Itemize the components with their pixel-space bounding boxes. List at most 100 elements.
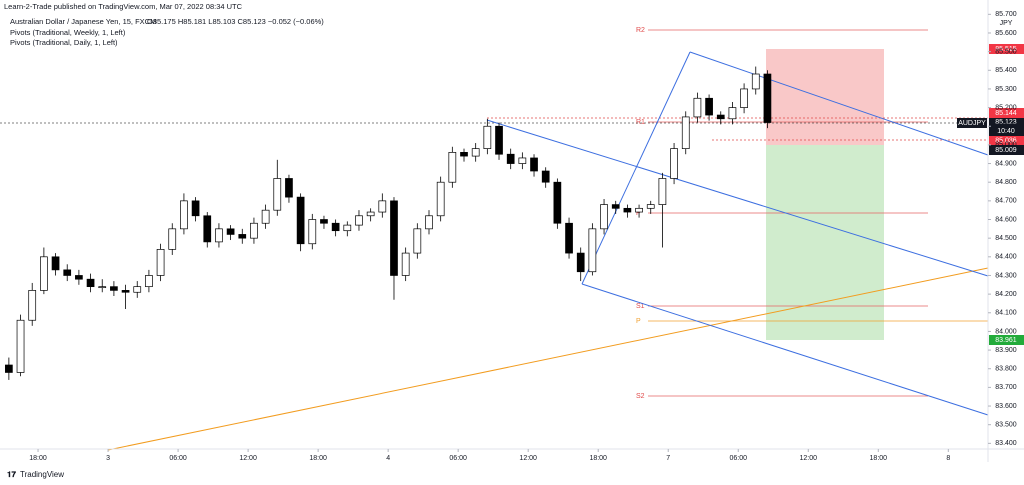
- x-tick-label: 06:00: [729, 455, 747, 462]
- x-tick-label: 7: [666, 455, 670, 462]
- candle-body: [285, 178, 293, 198]
- candle-body: [425, 215, 433, 230]
- candle-body: [121, 290, 130, 293]
- candle-body: [5, 364, 13, 373]
- candle-body: [541, 170, 550, 183]
- tag-bg: [989, 335, 1024, 345]
- candle-body: [681, 116, 690, 149]
- y-tick-label: 85.200: [995, 104, 1017, 111]
- y-tick-label: 85.000: [995, 142, 1017, 149]
- y-tick-label: 84.600: [995, 216, 1017, 223]
- y-tick-label: 83.600: [995, 403, 1017, 410]
- y-tick-label: 85.100: [995, 123, 1017, 130]
- candle-body: [273, 178, 282, 211]
- candle-body: [728, 107, 737, 120]
- candle-body: [168, 228, 177, 250]
- candle-body: [320, 219, 328, 224]
- price-tag: 85.036: [995, 137, 1017, 144]
- y-tick-label: 83.800: [995, 366, 1017, 373]
- candle-body: [611, 204, 620, 209]
- y-tick-label: 84.800: [995, 179, 1017, 186]
- tag-bg: [957, 118, 987, 128]
- countdown: 10:40: [997, 128, 1015, 135]
- candle-body: [448, 152, 457, 183]
- candle-body: [576, 252, 585, 273]
- candle-body: [226, 228, 235, 235]
- candle-body: [75, 275, 83, 280]
- price-tag: 85.009: [995, 147, 1017, 154]
- candle-body: [565, 222, 573, 254]
- y-tick-label: 84.400: [995, 254, 1017, 261]
- currency: JPY: [1000, 20, 1013, 27]
- price-tag: 85.144: [995, 110, 1017, 117]
- candle-body: [658, 178, 667, 205]
- y-tick-label: 84.700: [995, 198, 1017, 205]
- x-tick-label: 06:00: [169, 455, 187, 462]
- pivot-label: R2: [636, 27, 645, 34]
- stop-zone: [766, 49, 884, 145]
- candle-body: [401, 252, 410, 276]
- y-tick-label: 84.300: [995, 272, 1017, 279]
- candle-body: [530, 157, 538, 172]
- candle-body: [495, 125, 503, 155]
- footer: TradingView: [20, 470, 64, 479]
- logo: 𝟏𝟕: [7, 470, 16, 479]
- target-zone: [766, 145, 884, 340]
- tag-bg: [989, 44, 1024, 54]
- x-tick-label: 18:00: [870, 455, 888, 462]
- candle-body: [518, 157, 527, 164]
- publisher: Learn-2-Trade published on TradingView.c…: [4, 2, 243, 11]
- candle-body: [40, 256, 48, 291]
- candle-body: [16, 319, 25, 373]
- pivot-label: S1: [636, 303, 645, 310]
- candle-body: [623, 207, 632, 213]
- candle-body: [250, 222, 258, 239]
- candle-body: [343, 224, 352, 232]
- y-tick-label: 83.400: [995, 440, 1017, 447]
- pivot-label: S2: [636, 393, 645, 400]
- candle-body: [98, 286, 107, 289]
- candle-body: [763, 73, 772, 123]
- y-tick-label: 83.700: [995, 384, 1017, 391]
- y-tick-label: 85.700: [995, 11, 1017, 18]
- candle-body: [366, 211, 375, 217]
- y-tick-label: 83.500: [995, 422, 1017, 429]
- candle-body: [506, 153, 515, 164]
- candle-body: [413, 228, 422, 254]
- tag-bg: [989, 136, 1024, 145]
- candle-body: [331, 222, 340, 232]
- y-tick-label: 84.000: [995, 328, 1017, 335]
- tag-bg: [989, 145, 1024, 155]
- candle-body: [471, 148, 480, 157]
- x-tick-label: 06:00: [449, 455, 467, 462]
- candle-body: [460, 152, 468, 157]
- candle-body: [180, 200, 188, 230]
- x-tick-label: 18:00: [589, 455, 607, 462]
- candle-body: [203, 215, 212, 243]
- candle-body: [63, 269, 72, 276]
- candle-body: [740, 88, 748, 108]
- candle-body: [436, 181, 445, 217]
- price-tag: 85.123: [995, 119, 1017, 126]
- candle-body: [238, 234, 247, 239]
- x-tick-label: 18:00: [309, 455, 327, 462]
- y-tick-label: 84.100: [995, 310, 1017, 317]
- y-tick-label: 85.600: [995, 30, 1017, 37]
- candle-body: [110, 286, 118, 291]
- y-tick-label: 84.500: [995, 235, 1017, 242]
- candle-body: [751, 73, 760, 90]
- candle-body: [133, 286, 142, 293]
- x-tick-label: 12:00: [519, 455, 537, 462]
- candle-body: [635, 207, 643, 213]
- candle-body: [215, 228, 223, 243]
- candle-body: [390, 200, 398, 276]
- y-tick-label: 85.500: [995, 48, 1017, 55]
- x-tick-label: 8: [946, 455, 950, 462]
- candle-body: [670, 148, 678, 179]
- plot: [5, 66, 772, 380]
- indicator: Pivots (Traditional, Daily, 1, Left): [10, 38, 118, 47]
- candle-body: [693, 97, 702, 118]
- pitchfork: [486, 51, 989, 416]
- candle-body: [716, 114, 725, 120]
